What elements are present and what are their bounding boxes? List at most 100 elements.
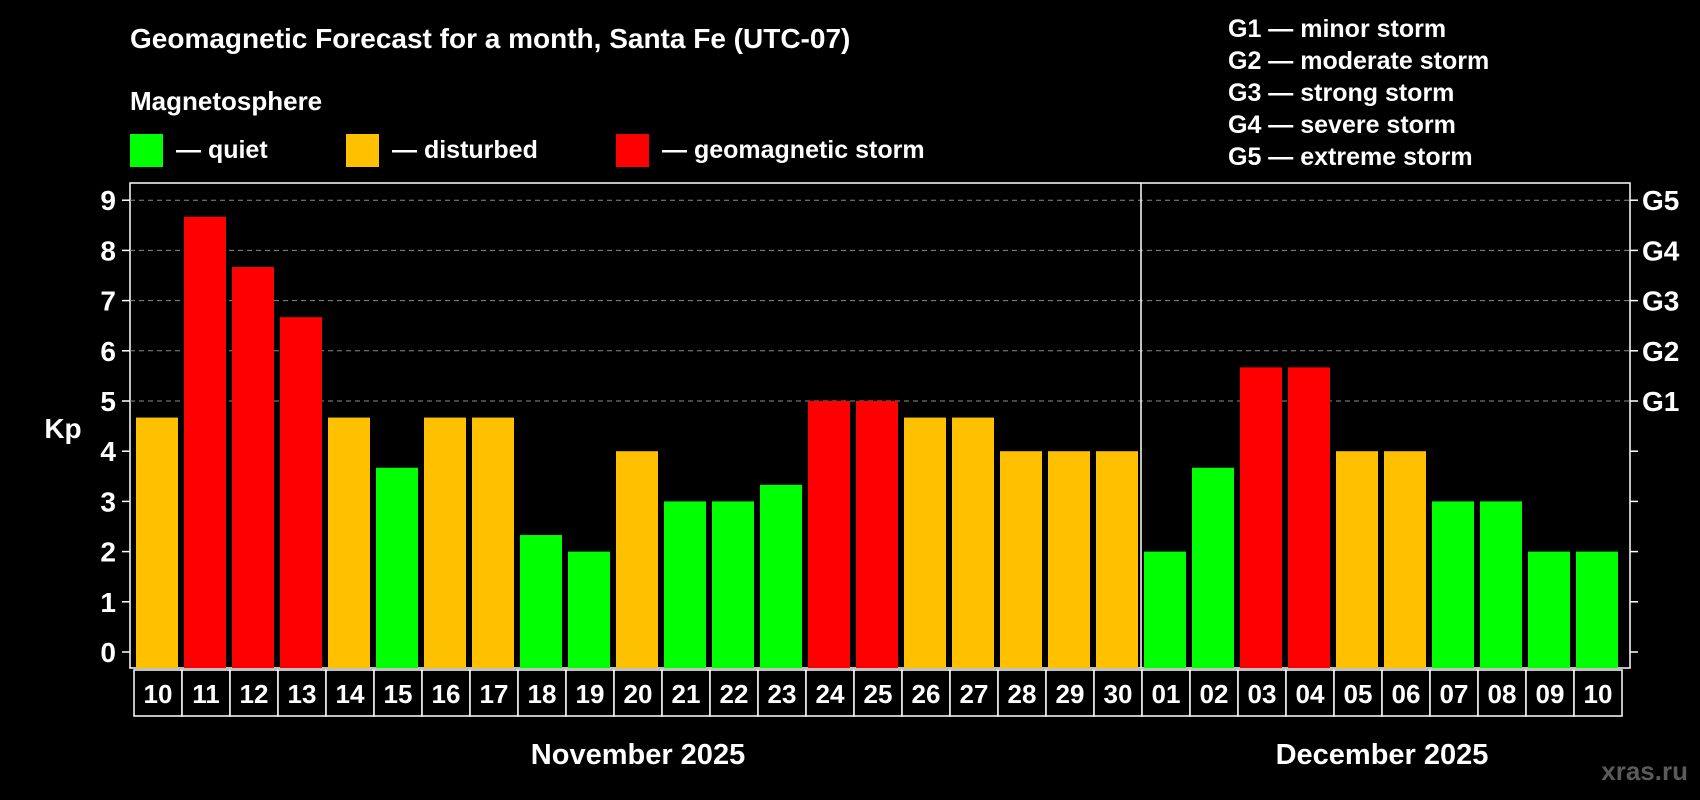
x-tick-label: 24 — [816, 679, 845, 709]
bar — [712, 501, 754, 668]
g-scale-label: G2 — [1642, 336, 1679, 367]
x-tick-label: 28 — [1008, 679, 1037, 709]
day-label-box — [133, 669, 183, 717]
x-tick-label: 01 — [1152, 679, 1181, 709]
g-scale-label: G1 — [1642, 386, 1679, 417]
x-tick-label: 20 — [624, 679, 653, 709]
bar — [616, 451, 658, 668]
bar — [1288, 367, 1330, 668]
x-tick-label: 04 — [1296, 679, 1325, 709]
storm-scale-item: G5 — extreme storm — [1228, 143, 1473, 171]
day-label-box — [613, 669, 663, 717]
x-tick-label: 29 — [1056, 679, 1085, 709]
storm-scale-item: G1 — minor storm — [1228, 15, 1446, 43]
g-scale-label: G5 — [1642, 185, 1679, 216]
x-tick-label: 19 — [576, 679, 605, 709]
x-tick-label: 26 — [912, 679, 941, 709]
x-tick-label: 10 — [1584, 679, 1613, 709]
bar — [424, 417, 466, 668]
legend-label: — quiet — [176, 136, 268, 164]
x-tick-label: 02 — [1200, 679, 1229, 709]
storm-scale-legend: G1 — minor storm G2 — moderate storm G3 — … — [1228, 15, 1489, 171]
day-label-box — [469, 669, 519, 717]
bar — [1000, 451, 1042, 668]
storm-scale-item: G2 — moderate storm — [1228, 47, 1489, 75]
bar — [1144, 551, 1186, 668]
x-tick-label: 17 — [480, 679, 509, 709]
day-label-box — [229, 669, 279, 717]
bar — [808, 401, 850, 668]
bar — [472, 417, 514, 668]
day-label-box — [1477, 669, 1527, 717]
day-label-box — [1429, 669, 1479, 717]
x-tick-label: 16 — [432, 679, 461, 709]
legend-label: — geomagnetic storm — [662, 136, 925, 164]
month-label: December 2025 — [1276, 739, 1489, 771]
y-tick-label: 8 — [100, 235, 116, 266]
y-tick-label: 7 — [100, 286, 116, 317]
bar — [1240, 367, 1282, 668]
x-tick-label: 10 — [144, 679, 173, 709]
x-tick-label: 12 — [240, 679, 269, 709]
day-label-box — [1189, 669, 1239, 717]
bar — [1576, 551, 1618, 668]
legend-label: — disturbed — [392, 136, 538, 164]
g-scale-label: G4 — [1642, 235, 1680, 266]
day-label-box — [373, 669, 423, 717]
day-label-box — [565, 669, 615, 717]
bar — [232, 266, 274, 668]
x-tick-label: 15 — [384, 679, 413, 709]
x-tick-label: 30 — [1104, 679, 1133, 709]
x-tick-label: 14 — [336, 679, 365, 709]
y-axis-label: Kp — [44, 413, 81, 444]
y-tick-label: 5 — [100, 386, 116, 417]
bar — [136, 417, 178, 668]
bar — [1096, 451, 1138, 668]
day-label-box — [517, 669, 567, 717]
bar — [952, 417, 994, 668]
bar — [520, 535, 562, 668]
x-tick-label: 09 — [1536, 679, 1565, 709]
x-tick-label: 25 — [864, 679, 893, 709]
day-label-box — [997, 669, 1047, 717]
y-tick-label: 3 — [100, 486, 116, 517]
x-tick-label: 21 — [672, 679, 701, 709]
x-tick-label: 03 — [1248, 679, 1277, 709]
bar — [328, 417, 370, 668]
day-label-box — [1141, 669, 1191, 717]
day-label-box — [949, 669, 999, 717]
bar — [1384, 451, 1426, 668]
day-label-box — [661, 669, 711, 717]
day-label-box — [1093, 669, 1143, 717]
bar — [376, 467, 418, 668]
legend-swatch — [346, 134, 379, 167]
storm-scale-item: G3 — strong storm — [1228, 79, 1454, 107]
legend-swatch — [130, 134, 163, 167]
watermark: xras.ru — [1601, 756, 1688, 786]
x-tick-label: 11 — [192, 679, 220, 709]
y-tick-label: 4 — [100, 436, 116, 467]
day-label-box — [709, 669, 759, 717]
bar — [1192, 467, 1234, 668]
bar — [568, 551, 610, 668]
y-tick-label: 1 — [100, 587, 116, 618]
day-label-box — [853, 669, 903, 717]
chart-title: Geomagnetic Forecast for a month, Santa … — [130, 23, 850, 54]
bar — [184, 216, 226, 669]
y-tick-label: 9 — [100, 185, 116, 216]
month-label: November 2025 — [531, 739, 745, 771]
x-tick-label: 22 — [720, 679, 749, 709]
day-label-box — [757, 669, 807, 717]
x-tick-label: 13 — [288, 679, 317, 709]
day-label-box — [277, 669, 327, 717]
bar — [760, 484, 802, 668]
y-tick-label: 0 — [100, 637, 116, 668]
bar — [1336, 451, 1378, 668]
day-label-box — [1381, 669, 1431, 717]
day-label-box — [1573, 669, 1623, 717]
legend-swatch — [616, 134, 649, 167]
x-tick-label: 27 — [960, 679, 989, 709]
day-label-box — [1525, 669, 1575, 717]
bar — [1048, 451, 1090, 668]
